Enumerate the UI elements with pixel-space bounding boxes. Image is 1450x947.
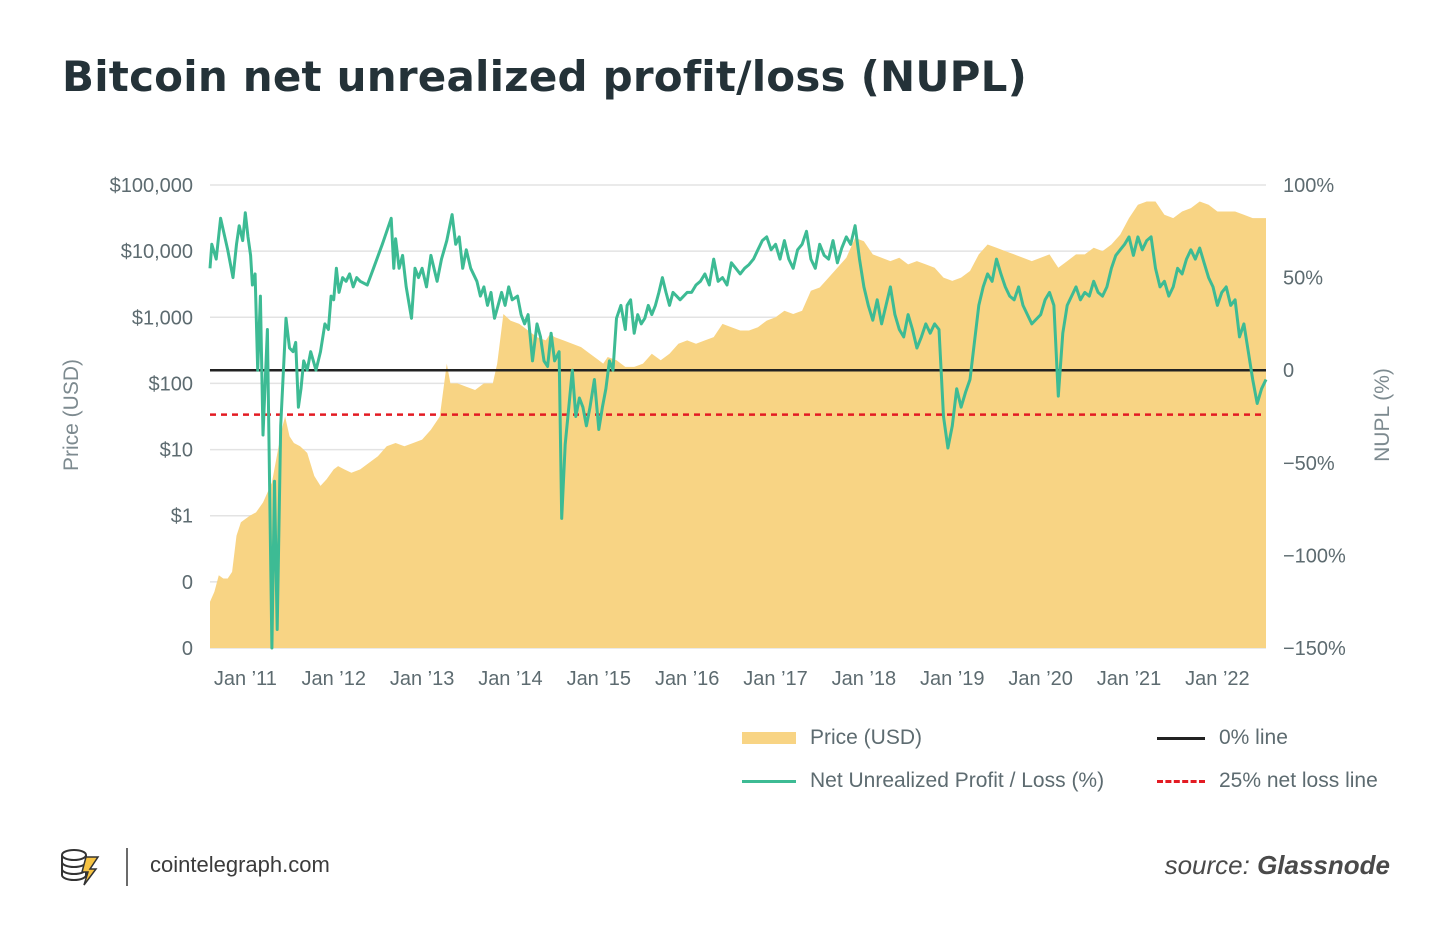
- x-tick-label: Jan ’20: [1008, 668, 1073, 690]
- x-tick-label: Jan ’22: [1185, 668, 1250, 690]
- legend-loss-swatch: [1157, 779, 1205, 783]
- nupl-line: [208, 211, 1268, 650]
- legend-nupl: Net Unrealized Profit / Loss (%): [742, 769, 1104, 793]
- footer-separator: [126, 848, 128, 886]
- x-axis-ticks: Jan ’11 Jan ’12 Jan ’13 Jan ’14 Jan ’15 Jan ’…: [214, 668, 1250, 690]
- right-tick-label: −150%: [1283, 638, 1346, 660]
- legend-zero-label: 0% line: [1219, 726, 1288, 749]
- legend-loss-line: 25% net loss line: [1157, 769, 1378, 793]
- left-tick-label: $10,000: [121, 241, 193, 263]
- x-tick-label: Jan ’17: [743, 668, 808, 690]
- left-tick-label: 0: [182, 572, 193, 594]
- right-tick-label: 50%: [1283, 268, 1323, 290]
- legend-price-swatch: [742, 732, 796, 744]
- left-tick-label: 0: [182, 638, 193, 660]
- right-axis-ticks: −150% −100% −50% 0 50% 100%: [1283, 175, 1346, 660]
- right-tick-label: 0: [1283, 360, 1294, 382]
- right-tick-label: 100%: [1283, 175, 1334, 197]
- right-tick-label: −50%: [1283, 453, 1335, 475]
- legend-loss-label: 25% net loss line: [1219, 769, 1378, 792]
- x-tick-label: Jan ’12: [301, 668, 366, 690]
- cointelegraph-logo-icon: [61, 849, 100, 886]
- right-axis-label: NUPL (%): [1371, 368, 1394, 462]
- price-area: [210, 201, 1266, 648]
- left-tick-label: $1: [171, 506, 193, 528]
- left-tick-label: $100: [149, 373, 194, 395]
- x-tick-label: Jan ’11: [214, 668, 277, 690]
- x-tick-label: Jan ’18: [832, 668, 897, 690]
- legend-nupl-swatch: [742, 779, 796, 783]
- x-tick-label: Jan ’19: [920, 668, 985, 690]
- legend-zero-line: 0% line: [1157, 726, 1288, 750]
- right-tick-label: −100%: [1283, 545, 1346, 567]
- left-tick-label: $10: [160, 440, 193, 462]
- legend-price-label: Price (USD): [810, 726, 923, 749]
- x-tick-label: Jan ’16: [655, 668, 720, 690]
- legend-price: Price (USD): [742, 726, 922, 750]
- left-axis-label: Price (USD): [60, 359, 83, 471]
- left-tick-label: $1,000: [132, 307, 193, 329]
- x-tick-label: Jan ’13: [390, 668, 455, 690]
- left-tick-label: $100,000: [110, 175, 193, 197]
- left-axis-ticks: 0 0 $1 $10 $100 $1,000 $10,000 $100,000: [110, 175, 193, 660]
- source-name: Glassnode: [1257, 850, 1390, 880]
- footer-site[interactable]: cointelegraph.com: [150, 852, 330, 877]
- x-tick-label: Jan ’14: [478, 668, 543, 690]
- source-credit: source: Glassnode: [1165, 850, 1390, 881]
- legend-zero-swatch: [1157, 736, 1205, 740]
- source-label: source:: [1164, 850, 1250, 880]
- legend-nupl-label: Net Unrealized Profit / Loss (%): [810, 769, 1105, 792]
- x-tick-label: Jan ’21: [1097, 668, 1162, 690]
- chart-title: Bitcoin net unrealized profit/loss (NUPL…: [62, 52, 1027, 101]
- x-tick-label: Jan ’15: [567, 668, 632, 690]
